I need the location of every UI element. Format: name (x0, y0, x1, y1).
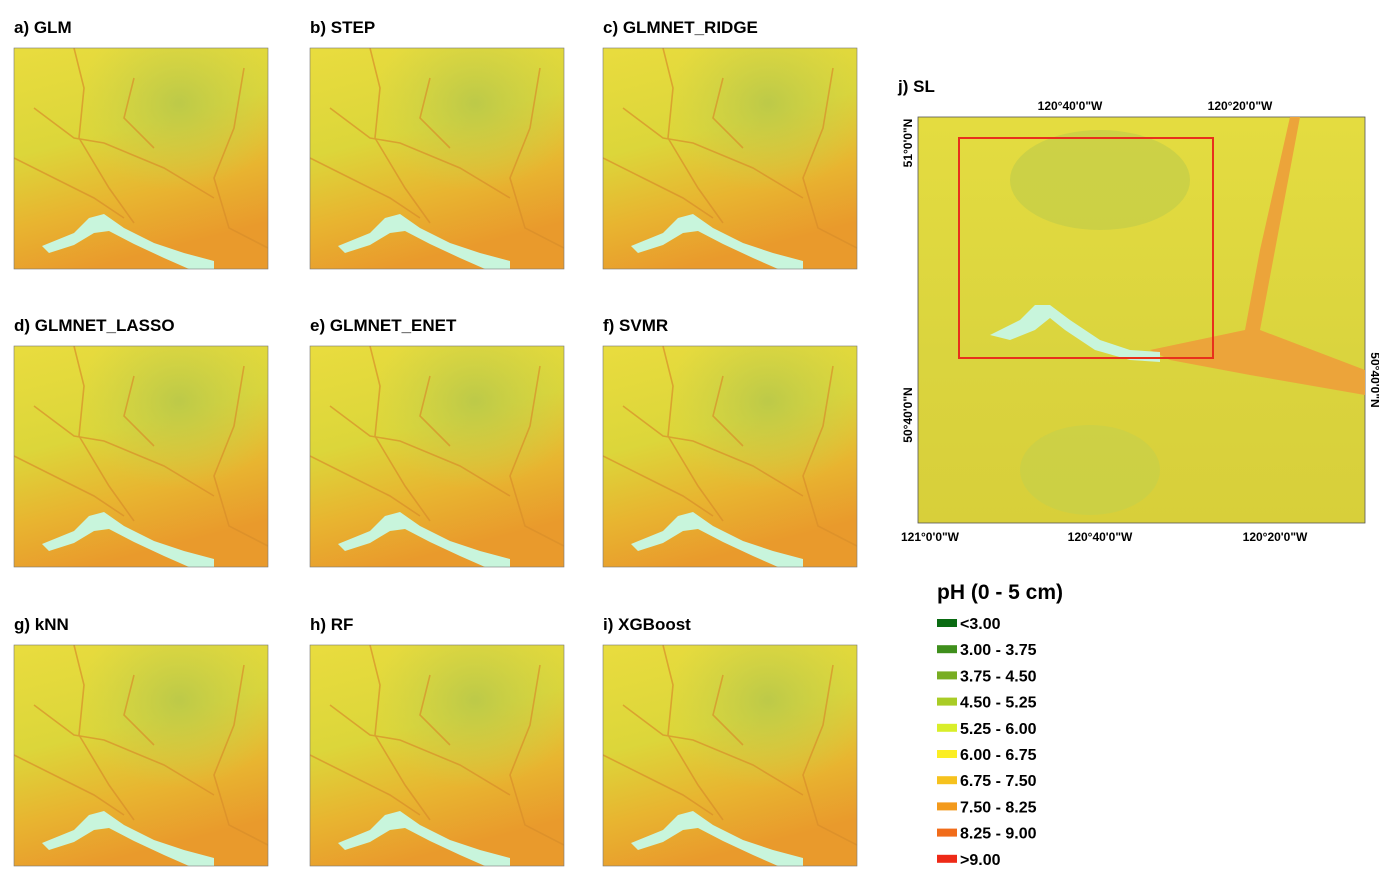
map-border (13, 644, 269, 867)
legend-swatch (937, 645, 957, 654)
legend-label: 5.25 - 6.00 (960, 721, 1037, 738)
legend-swatch (937, 671, 957, 680)
map (603, 48, 857, 269)
terrain (1010, 130, 1190, 230)
panel-title: g) kNN (14, 615, 69, 634)
panel-title: a) GLM (14, 18, 72, 37)
legend-swatch (937, 776, 957, 785)
map (310, 48, 564, 269)
map-border (309, 644, 565, 867)
legend-swatch (937, 723, 957, 732)
legend-swatch (937, 697, 957, 706)
legend-label: 7.50 - 8.25 (960, 799, 1037, 816)
coord-label: 50°40'0"N (901, 387, 915, 442)
coord-label: 51°0'0"N (901, 119, 915, 168)
lake (990, 305, 1160, 362)
panel-title: e) GLMNET_ENET (310, 316, 457, 335)
map (603, 645, 857, 866)
map-border (309, 345, 565, 568)
legend-swatch (937, 750, 957, 758)
legend-label: 4.50 - 5.25 (960, 695, 1037, 712)
panel-title: h) RF (310, 615, 353, 634)
legend-swatch (937, 802, 957, 811)
panel-title: i) XGBoost (603, 615, 691, 634)
panel-title: j) SL (897, 77, 935, 96)
legend-swatch (937, 619, 957, 627)
legend-label: <3.00 (960, 616, 1001, 633)
inset-box (958, 137, 1214, 359)
map (14, 645, 268, 866)
panel-title: c) GLMNET_RIDGE (603, 18, 758, 37)
legend-label: 3.00 - 3.75 (960, 642, 1037, 659)
panel-title: f) SVMR (603, 316, 668, 335)
map-border (13, 345, 269, 568)
panel-title: b) STEP (310, 18, 375, 37)
panel-title: d) GLMNET_LASSO (14, 316, 175, 335)
coord-label: 121°0'0"W (901, 530, 960, 544)
coord-label: 50°40'0"N (1368, 352, 1379, 407)
coord-label: 120°40'0"W (1038, 99, 1103, 113)
map-border (309, 47, 565, 270)
coord-label: 120°20'0"W (1243, 530, 1308, 544)
legend-swatch (937, 828, 957, 837)
coord-label: 120°40'0"W (1068, 530, 1133, 544)
map (14, 346, 268, 567)
coord-label: 120°20'0"W (1208, 99, 1273, 113)
map (14, 48, 268, 269)
legend-swatch (937, 854, 957, 863)
map-border (602, 345, 858, 568)
legend-label: 8.25 - 9.00 (960, 826, 1037, 843)
legend-label: 6.00 - 6.75 (960, 747, 1037, 764)
map (310, 645, 564, 866)
legend-label: 3.75 - 4.50 (960, 668, 1037, 685)
map (603, 346, 857, 567)
legend-label: 6.75 - 7.50 (960, 773, 1037, 790)
map-border (602, 644, 858, 867)
map (310, 346, 564, 567)
legend-title: pH (0 - 5 cm) (937, 581, 1063, 604)
legend-label: >9.00 (960, 852, 1001, 867)
river-valley (1150, 117, 1365, 395)
map-border (13, 47, 269, 270)
terrain (1020, 425, 1160, 515)
map-border (602, 47, 858, 270)
